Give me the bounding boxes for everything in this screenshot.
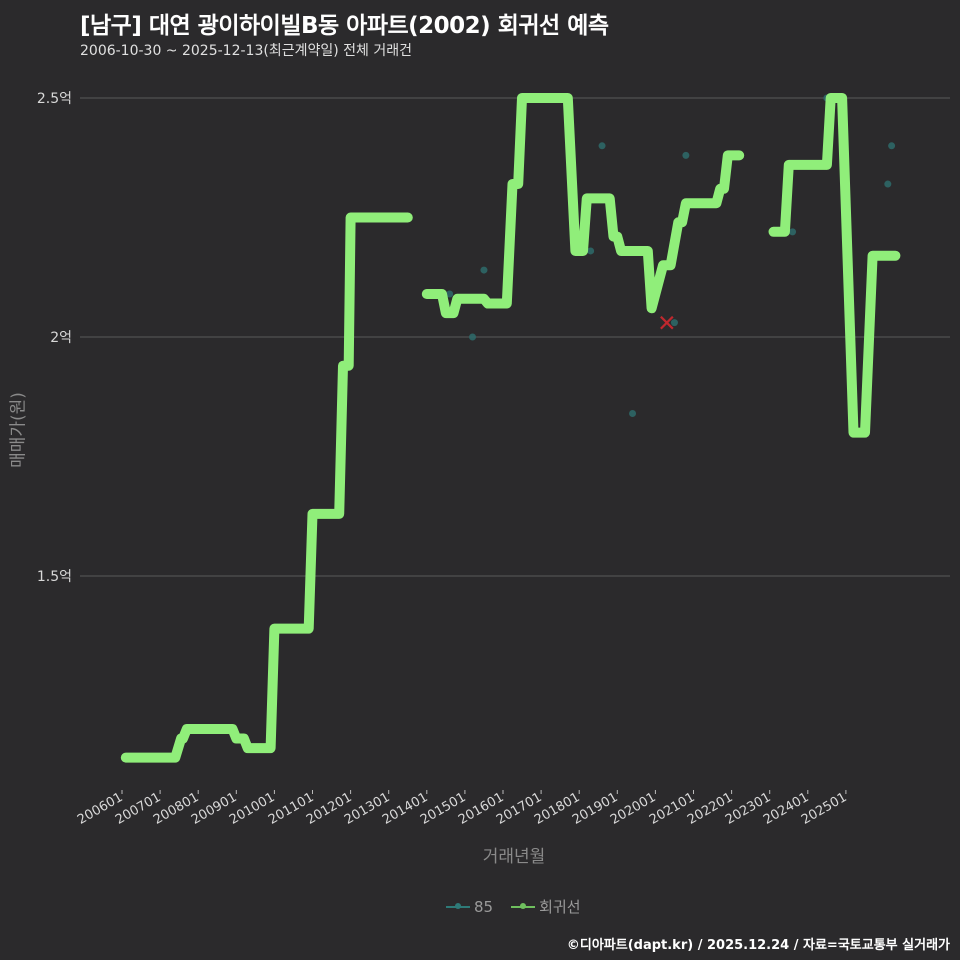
data-point[interactable] [446, 290, 454, 298]
legend: 85 회귀선 [446, 896, 591, 917]
data-point[interactable] [682, 151, 690, 159]
y-tick-label: 2억 [50, 330, 72, 346]
legend-item-regression[interactable]: 회귀선 [511, 896, 581, 917]
regression-line [768, 93, 901, 438]
regression-line [421, 93, 745, 319]
outlier-x-icon [660, 315, 674, 330]
data-point[interactable] [629, 409, 637, 417]
chart-title: [남구] 대연 광이하이빌B동 아파트(2002) 회귀선 예측 [80, 13, 609, 39]
legend-label: 85 [474, 897, 494, 916]
legend-key-icon [446, 902, 470, 909]
legend-label: 회귀선 [539, 898, 581, 916]
source-credit: ©디아파트(dapt.kr) / 2025.12.24 / 자료=국토교통부 실… [566, 938, 950, 953]
data-point[interactable] [587, 247, 595, 255]
legend-item-85[interactable]: 85 [446, 898, 493, 916]
y-axis-title: 매매가(원) [8, 392, 29, 468]
y-tick-label: 2.5억 [36, 91, 72, 107]
data-point[interactable] [469, 333, 477, 341]
x-axis-title: 거래년월 [482, 847, 546, 867]
data-point[interactable] [480, 266, 488, 274]
legend-key-icon [511, 902, 536, 909]
regression-line [120, 212, 413, 763]
data-point[interactable] [884, 180, 892, 188]
data-point[interactable] [789, 228, 797, 236]
data-point[interactable] [670, 319, 678, 327]
data-point[interactable] [598, 142, 606, 150]
y-tick-label: 1.5억 [36, 569, 72, 585]
data-point[interactable] [888, 142, 896, 150]
chart-subtitle: 2006-10-30 ~ 2025-12-13(최근계약일) 전체 거래건 [80, 43, 412, 59]
